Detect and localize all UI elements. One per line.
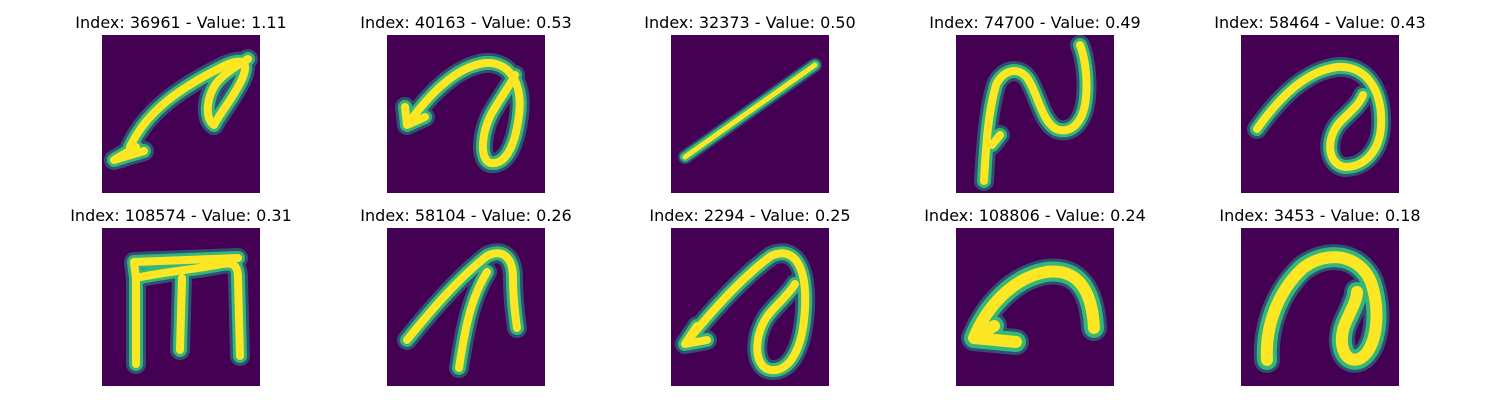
image-title: Index: 40163 - Value: 0.53: [360, 13, 572, 32]
image-title: Index: 108806 - Value: 0.24: [924, 206, 1146, 225]
glyph-image: [1241, 35, 1399, 193]
image-title: Index: 32373 - Value: 0.50: [644, 13, 856, 32]
glyph-image: [956, 35, 1114, 193]
glyph-image: [387, 35, 545, 193]
image-title: Index: 108574 - Value: 0.31: [70, 206, 292, 225]
glyph-image: [956, 228, 1114, 386]
image-title: Index: 2294 - Value: 0.25: [649, 206, 851, 225]
glyph-image: [671, 35, 829, 193]
glyph-image: [102, 228, 260, 386]
image-title: Index: 58464 - Value: 0.43: [1214, 13, 1426, 32]
glyph-image: [387, 228, 545, 386]
glyph-image: [1241, 228, 1399, 386]
image-title: Index: 74700 - Value: 0.49: [929, 13, 1141, 32]
image-title: Index: 58104 - Value: 0.26: [360, 206, 572, 225]
glyph-image: [102, 35, 260, 193]
image-title: Index: 3453 - Value: 0.18: [1219, 206, 1421, 225]
glyph-image: [671, 228, 829, 386]
image-title: Index: 36961 - Value: 1.11: [75, 13, 287, 32]
